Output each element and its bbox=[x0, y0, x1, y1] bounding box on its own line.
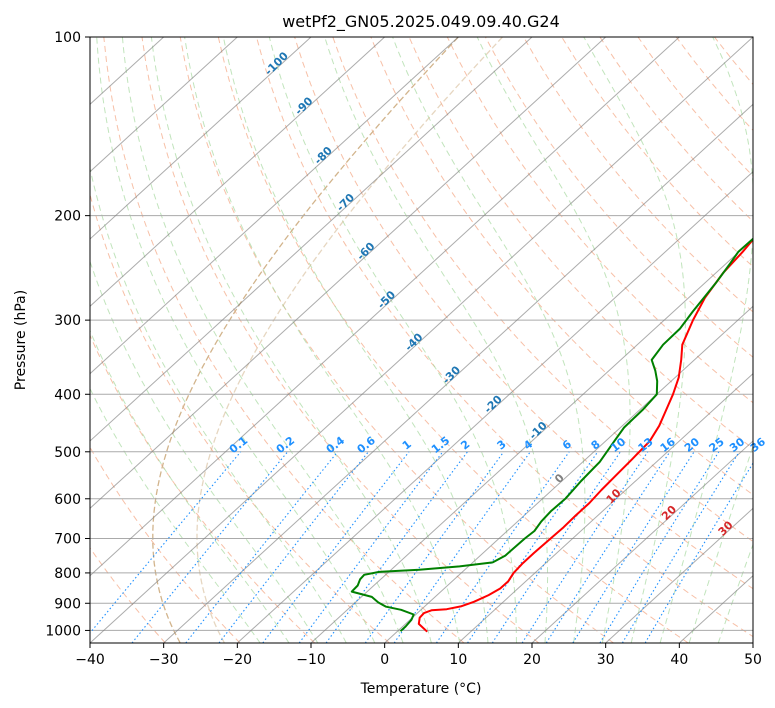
moist-adiabat-line bbox=[150, 37, 432, 643]
isotherm-gridline bbox=[90, 37, 607, 510]
y-tick-label: 700 bbox=[54, 532, 81, 548]
dry-adiabat-line bbox=[90, 192, 390, 643]
dry-adiabat-line bbox=[256, 37, 753, 638]
isotherm-gridline bbox=[310, 238, 753, 643]
moist-adiabat-line bbox=[121, 37, 404, 643]
y-axis-label: Pressure (hPa) bbox=[13, 290, 29, 390]
mixing-ratio-line bbox=[131, 451, 289, 643]
moist-adiabat-line bbox=[717, 543, 753, 643]
moist-adiabat-line bbox=[688, 444, 753, 643]
dry-adiabat-line bbox=[217, 37, 689, 643]
mixing-ratio-line bbox=[325, 451, 468, 643]
mixing-ratio-line bbox=[435, 451, 570, 643]
isotherm-gridline bbox=[236, 170, 753, 643]
mixing-ratio-line bbox=[364, 451, 505, 643]
isotherm-gridline bbox=[531, 440, 753, 643]
y-tick-label: 800 bbox=[54, 566, 81, 582]
profile-series bbox=[350, 237, 753, 633]
isotherm-gridline bbox=[90, 37, 533, 442]
y-tick-label: 100 bbox=[54, 30, 81, 46]
dry-adiabat-line bbox=[141, 37, 540, 643]
moist-adiabat-line bbox=[184, 37, 461, 643]
dewpoint-profile-line bbox=[350, 237, 753, 632]
isotherm-gridline bbox=[90, 37, 312, 240]
x-tick-label: 50 bbox=[744, 652, 762, 668]
dry-adiabat-line bbox=[523, 37, 753, 313]
isotherm-gridline bbox=[163, 103, 753, 643]
x-tick-label: 10 bbox=[449, 652, 467, 668]
mixing-ratio-line bbox=[467, 451, 599, 643]
mixing-ratio-line bbox=[621, 451, 740, 643]
x-tick-label: 20 bbox=[523, 652, 541, 668]
mixing-ratio-line bbox=[545, 451, 671, 643]
moist-adiabat-line bbox=[476, 37, 631, 643]
dry-adiabat-line bbox=[103, 37, 465, 643]
x-tick-label: −30 bbox=[149, 652, 179, 668]
isotherm-gridline bbox=[90, 37, 386, 308]
x-tick-label: 30 bbox=[597, 652, 615, 668]
reference-curve bbox=[152, 37, 459, 643]
moist-adiabat-line bbox=[90, 166, 347, 643]
dry-adiabat-line bbox=[408, 37, 753, 450]
y-tick-label: 900 bbox=[54, 596, 81, 612]
mixing-ratio-line bbox=[262, 451, 410, 643]
isotherm-gridline bbox=[457, 372, 753, 643]
dry-adiabat-line bbox=[484, 37, 753, 358]
x-axis-ticks: −40 −30 −20 −10 0 10 20 30 40 50 bbox=[75, 643, 762, 668]
y-tick-label: 1000 bbox=[45, 623, 81, 639]
moist-adiabat-label: 40 bbox=[773, 533, 775, 553]
mixing-ratio-line bbox=[90, 451, 242, 634]
plot-frame bbox=[89, 36, 754, 644]
x-tick-label: −10 bbox=[296, 652, 326, 668]
isotherm-gridline bbox=[90, 37, 238, 173]
dry-adiabat-line bbox=[370, 37, 753, 496]
background-grid bbox=[90, 37, 753, 643]
temperature-profile-line bbox=[417, 237, 753, 633]
chart-title: wetPf2_GN05.2025.049.09.40.G24 bbox=[282, 12, 560, 32]
reference-curve bbox=[196, 37, 503, 643]
mixing-ratio-line bbox=[521, 451, 649, 643]
mixing-ratio-line bbox=[491, 451, 621, 643]
isotherm-gridline bbox=[90, 37, 753, 643]
isotherm-gridline bbox=[90, 37, 459, 375]
x-tick-label: −20 bbox=[223, 652, 253, 668]
dry-adiabat-line bbox=[90, 547, 166, 643]
x-tick-label: 0 bbox=[380, 652, 389, 668]
y-tick-label: 200 bbox=[54, 209, 81, 225]
mixing-ratio-line bbox=[298, 451, 444, 643]
moist-adiabat-line bbox=[90, 387, 261, 643]
y-tick-label: 600 bbox=[54, 492, 81, 508]
moist-adiabat-line bbox=[583, 37, 686, 643]
y-tick-label: 300 bbox=[54, 313, 81, 329]
mixing-ratio-line bbox=[644, 462, 753, 643]
moist-adiabat-line bbox=[222, 37, 489, 643]
isotherm-gridline bbox=[90, 37, 680, 577]
x-tick-label: −40 bbox=[75, 652, 105, 668]
y-tick-label: 500 bbox=[54, 445, 81, 461]
y-axis-ticks: 100 200 300 400 500 600 700 800 900 1000 bbox=[45, 30, 90, 639]
mixing-ratio-line bbox=[185, 451, 339, 643]
x-tick-label: 40 bbox=[670, 652, 688, 668]
moist-adiabat-line bbox=[268, 37, 517, 643]
moist-adiabat-line bbox=[659, 37, 753, 643]
x-axis-label: Temperature (°C) bbox=[360, 681, 482, 697]
isotherm-gridline bbox=[605, 507, 753, 643]
moist-adiabat-line bbox=[324, 37, 549, 643]
moist-adiabat-line bbox=[90, 260, 319, 643]
y-tick-label: 400 bbox=[54, 387, 81, 403]
isotherm-gridline bbox=[384, 305, 753, 643]
moist-adiabat-line bbox=[90, 329, 290, 643]
dry-adiabat-line bbox=[332, 37, 753, 543]
mixing-ratio-line bbox=[572, 451, 695, 643]
moist-adiabat-line bbox=[96, 37, 376, 643]
dry-adiabat-line bbox=[446, 37, 753, 404]
